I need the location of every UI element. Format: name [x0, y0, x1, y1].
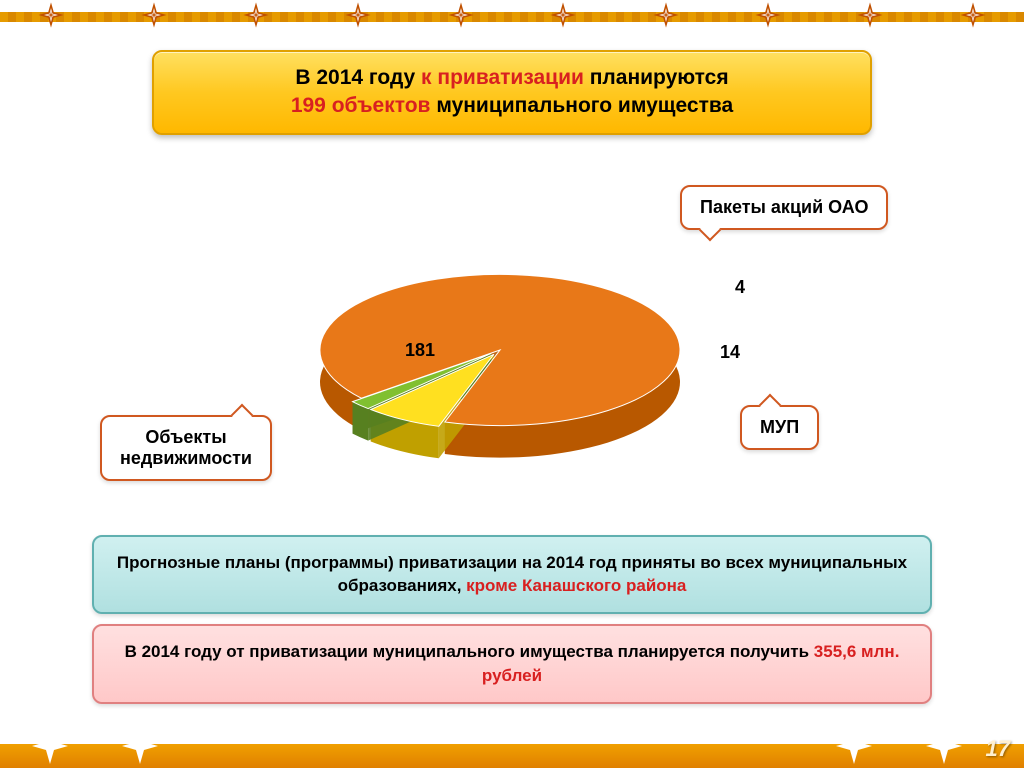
ornament-icon — [140, 1, 168, 29]
pie-chart — [270, 240, 770, 540]
ornament-icon — [37, 1, 65, 29]
bottom-ornament-border — [0, 718, 1024, 768]
info2-text: В 2014 году от приватизации муниципально… — [125, 642, 814, 661]
page-number: 17 — [986, 736, 1010, 762]
info1-red: кроме Канашского района — [466, 576, 686, 595]
ornament-icon — [344, 1, 372, 29]
pie-callout: МУП — [740, 405, 819, 450]
ornament-icon — [754, 1, 782, 29]
info-box-revenue: В 2014 году от приватизации муниципально… — [92, 624, 932, 704]
ornament-icon — [856, 1, 884, 29]
ornament-icon — [549, 1, 577, 29]
title-rest: муниципального имущества — [436, 94, 733, 117]
title-year: В 2014 году — [295, 66, 421, 89]
top-ornament-border — [0, 0, 1024, 30]
pie-callout: Пакеты акций ОАО — [680, 185, 888, 230]
ornament-icon — [924, 726, 964, 766]
ornament-icon — [959, 1, 987, 29]
title-box: В 2014 году к приватизации планируются 1… — [152, 50, 872, 135]
title-priv: к приватизации — [421, 66, 590, 89]
info-box-plans: Прогнозные планы (программы) приватизаци… — [92, 535, 932, 615]
pie-value-label: 181 — [405, 340, 435, 361]
pie-chart-zone: 181 14 4 Пакеты акций ОАО МУП Объектынедвижим… — [0, 145, 1024, 525]
pie-callout: Объектынедвижимости — [100, 415, 272, 481]
title-count: 199 объектов — [291, 94, 436, 117]
pie-value-label: 14 — [720, 342, 740, 363]
pie-value-label: 4 — [735, 277, 745, 298]
ornament-icon — [652, 1, 680, 29]
ornament-icon — [30, 726, 70, 766]
ornament-icon — [834, 726, 874, 766]
ornament-icon — [242, 1, 270, 29]
title-planned: планируются — [590, 66, 729, 89]
ornament-icon — [120, 726, 160, 766]
ornament-icon — [447, 1, 475, 29]
